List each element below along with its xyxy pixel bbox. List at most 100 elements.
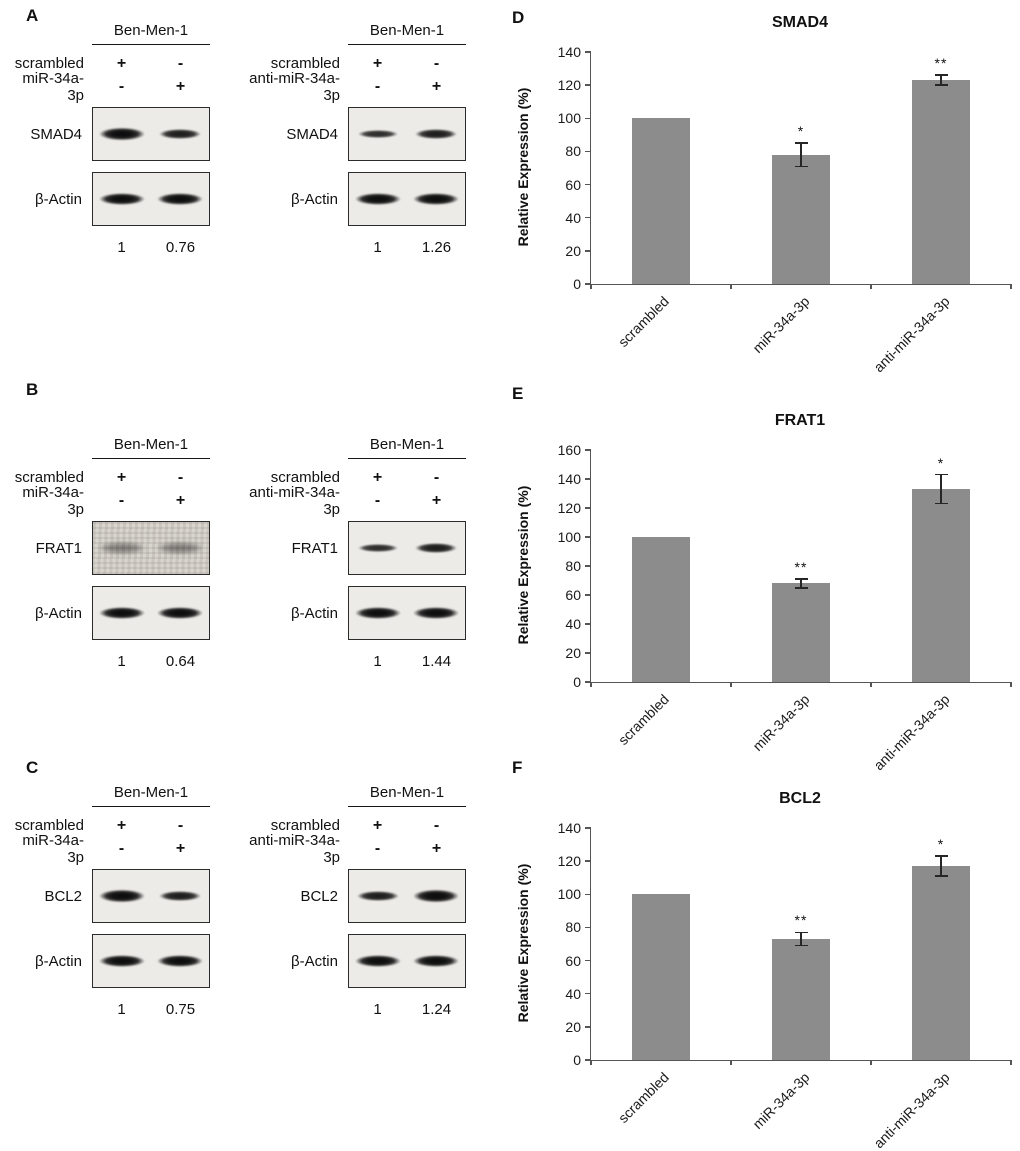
quant-value: 0.75 [165, 1001, 196, 1018]
lane-sign: - [177, 54, 184, 72]
y-tick-label: 140 [557, 471, 581, 487]
blot-membrane [92, 934, 210, 988]
blot-block: FRAT1 [236, 521, 466, 575]
protein-band [358, 544, 398, 552]
cell-line-label: Ben-Men-1 [92, 784, 210, 807]
chart-title: SMAD4 [771, 14, 828, 31]
y-tick-label: 100 [557, 886, 581, 903]
blot-membrane [348, 586, 466, 640]
cell-line-label: Ben-Men-1 [92, 22, 210, 45]
protein-band [413, 193, 459, 205]
error-bar [800, 932, 802, 946]
x-tick-mark [590, 284, 592, 289]
significance-marker: ** [794, 912, 808, 929]
y-tick-label: 60 [565, 952, 581, 969]
y-tick-label: 20 [565, 242, 581, 259]
condition-label: miR-34a-3p [22, 831, 84, 866]
blot-membrane [92, 869, 210, 923]
chart-title: FRAT1 [774, 412, 826, 429]
chart-smad4: SMAD4 Relative Expression (%) 0 20 40 60 80 1… [515, 14, 1020, 375]
y-tick-mark [585, 51, 591, 53]
lane-sign: - [433, 54, 440, 72]
y-tick-label: 100 [557, 529, 581, 545]
lane-sign: + [431, 77, 442, 95]
protein-label: β-Actin [291, 604, 338, 622]
error-bar [940, 856, 942, 877]
y-tick-mark [585, 1026, 591, 1028]
lane-sign: + [431, 839, 442, 857]
y-tick-mark [585, 860, 591, 862]
significance-marker: * [937, 836, 945, 853]
blot-block: BCL2 [12, 869, 210, 923]
y-tick-mark [585, 1059, 591, 1061]
quant-value: 1 [117, 1001, 126, 1018]
protein-band [159, 129, 201, 139]
western-blot-b-antimir: Ben-Men-1 scrambled + - anti-miR-34a-3p … [236, 436, 466, 670]
y-tick-mark [585, 507, 591, 509]
y-tick-label: 140 [557, 44, 581, 60]
quantification-row: 1 0.75 [92, 1001, 210, 1018]
condition-row: miR-34a-3p - + [12, 70, 210, 104]
quantification-row: 1 0.76 [92, 239, 210, 256]
error-bar-cap [934, 74, 948, 76]
condition-label: anti-miR-34a-3p [249, 483, 340, 518]
condition-row: scrambled + - [12, 52, 210, 75]
error-bar [940, 75, 942, 86]
blot-membrane [348, 521, 466, 575]
protein-band [357, 891, 399, 901]
y-tick-label: 0 [573, 276, 581, 292]
y-tick-label: 40 [565, 209, 581, 226]
y-tick-mark [585, 283, 591, 285]
x-tick-mark [590, 682, 592, 687]
protein-label: β-Actin [291, 952, 338, 970]
protein-label: FRAT1 [35, 539, 82, 557]
condition-label: miR-34a-3p [22, 69, 84, 104]
protein-band [157, 193, 203, 205]
condition-row: anti-miR-34a-3p - + [236, 484, 466, 518]
quantification-row: 1 1.24 [348, 1001, 466, 1018]
y-tick-mark [585, 893, 591, 895]
y-tick-mark [585, 681, 591, 683]
lane-sign: + [175, 491, 186, 509]
x-tick-label: miR-34a-3p [749, 293, 813, 357]
y-tick-mark [585, 150, 591, 153]
protein-label: β-Actin [35, 952, 82, 970]
condition-row: scrambled + - [236, 466, 466, 489]
y-tick-label: 80 [565, 919, 581, 936]
lane-sign: - [177, 816, 184, 834]
blot-block: SMAD4 [12, 107, 210, 161]
y-tick-mark [585, 926, 591, 929]
panel-label-b: B [26, 380, 39, 399]
x-tick-mark [1010, 1060, 1012, 1065]
condition-row: miR-34a-3p - + [12, 832, 210, 866]
x-tick-label: scrambled [615, 691, 673, 748]
panel-a-blots: Ben-Men-1 scrambled + - miR-34a-3p - + S… [12, 22, 466, 256]
bar-scrambled [632, 894, 690, 1060]
lane-sign: - [433, 468, 440, 486]
x-tick-label: anti-miR-34a-3p [870, 293, 953, 376]
bar-anti-miR-34a-3p [912, 80, 970, 284]
error-bar-cap [794, 165, 808, 168]
error-bar-cap [794, 944, 808, 947]
condition-label: scrambled [270, 817, 340, 834]
protein-band [99, 955, 145, 967]
western-blot-a-mir: Ben-Men-1 scrambled + - miR-34a-3p - + S… [12, 22, 210, 256]
condition-row: scrambled + - [12, 466, 210, 489]
error-bar-cap [794, 142, 808, 144]
protein-band [98, 542, 146, 554]
cell-line-label: Ben-Men-1 [92, 436, 210, 459]
cell-line-label: Ben-Men-1 [348, 22, 466, 45]
plot-area: 0 20 40 60 80 100 120 140 scrambled ** miR-34a-3p *… [558, 821, 1012, 1151]
y-tick-mark [585, 993, 591, 995]
panel-label-a: A [26, 6, 39, 25]
condition-label: anti-miR-34a-3p [249, 831, 340, 866]
panel-label-c: C [26, 758, 39, 777]
protein-label: β-Actin [291, 190, 338, 208]
error-bar [800, 143, 802, 167]
x-tick-label: anti-miR-34a-3p [870, 1069, 953, 1151]
lane-sign: - [118, 77, 125, 95]
quant-value: 1 [373, 1001, 382, 1018]
error-bar-cap [794, 578, 808, 580]
blot-block: FRAT1 [12, 521, 210, 575]
condition-label: scrambled [14, 55, 84, 72]
